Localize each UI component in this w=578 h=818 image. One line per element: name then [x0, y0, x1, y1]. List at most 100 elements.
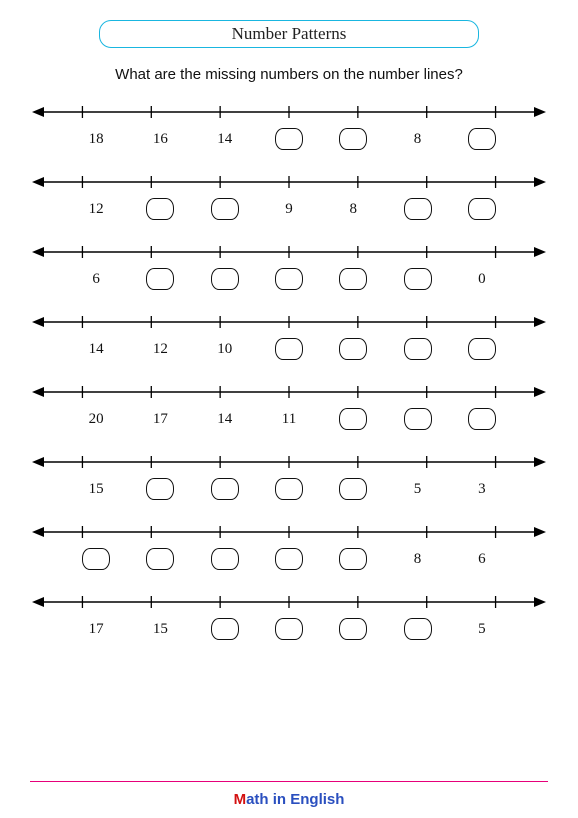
number-line-svg	[32, 171, 546, 193]
number-line-block: 20171411	[32, 381, 546, 433]
blank-cell[interactable]	[321, 405, 385, 433]
number-cell: 18	[64, 125, 128, 153]
answer-blank[interactable]	[275, 478, 303, 500]
blank-cell[interactable]	[128, 265, 192, 293]
answer-blank[interactable]	[82, 548, 110, 570]
blank-cell[interactable]	[257, 335, 321, 363]
blank-cell[interactable]	[321, 125, 385, 153]
blank-cell[interactable]	[193, 195, 257, 223]
answer-blank[interactable]	[275, 548, 303, 570]
number-cell: 11	[257, 405, 321, 433]
number-cell: 17	[64, 615, 128, 643]
number-cell: 15	[128, 615, 192, 643]
answer-blank[interactable]	[468, 198, 496, 220]
blank-cell[interactable]	[450, 125, 514, 153]
blank-cell[interactable]	[193, 545, 257, 573]
answer-blank[interactable]	[275, 268, 303, 290]
answer-blank[interactable]	[404, 408, 432, 430]
blank-cell[interactable]	[385, 405, 449, 433]
answer-blank[interactable]	[339, 408, 367, 430]
blank-cell[interactable]	[257, 125, 321, 153]
number-line-block: 60	[32, 241, 546, 293]
blank-cell[interactable]	[193, 615, 257, 643]
blank-cell[interactable]	[257, 545, 321, 573]
answer-blank[interactable]	[339, 128, 367, 150]
number-cell: 9	[257, 195, 321, 223]
answer-blank[interactable]	[404, 338, 432, 360]
blank-cell[interactable]	[450, 195, 514, 223]
number-cell: 8	[385, 545, 449, 573]
number-cell: 14	[64, 335, 128, 363]
blank-cell[interactable]	[385, 335, 449, 363]
number-cell: 14	[193, 405, 257, 433]
answer-blank[interactable]	[146, 198, 174, 220]
number-line-svg	[32, 241, 546, 263]
answer-blank[interactable]	[339, 268, 367, 290]
number-line-block: 86	[32, 521, 546, 573]
blank-cell[interactable]	[128, 545, 192, 573]
blank-cell[interactable]	[193, 475, 257, 503]
blank-cell[interactable]	[385, 265, 449, 293]
number-cell: 12	[64, 195, 128, 223]
number-cell: 3	[450, 475, 514, 503]
answer-blank[interactable]	[404, 268, 432, 290]
question-text: What are the missing numbers on the numb…	[30, 66, 548, 83]
number-line-cells: 1553	[32, 475, 546, 503]
answer-blank[interactable]	[404, 198, 432, 220]
number-line-svg	[32, 451, 546, 473]
number-cell: 12	[128, 335, 192, 363]
answer-blank[interactable]	[146, 548, 174, 570]
answer-blank[interactable]	[339, 478, 367, 500]
number-cell: 5	[385, 475, 449, 503]
number-line-cells: 1816148	[32, 125, 546, 153]
answer-blank[interactable]	[339, 338, 367, 360]
blank-cell[interactable]	[128, 195, 192, 223]
blank-cell[interactable]	[385, 195, 449, 223]
blank-cell[interactable]	[321, 545, 385, 573]
number-cell: 10	[193, 335, 257, 363]
blank-cell[interactable]	[128, 475, 192, 503]
footer-rest: ath in English	[246, 791, 344, 808]
number-line-cells: 1298	[32, 195, 546, 223]
number-line-cells: 86	[32, 545, 546, 573]
answer-blank[interactable]	[211, 198, 239, 220]
answer-blank[interactable]	[211, 478, 239, 500]
blank-cell[interactable]	[257, 615, 321, 643]
answer-blank[interactable]	[146, 268, 174, 290]
answer-blank[interactable]	[468, 408, 496, 430]
answer-blank[interactable]	[275, 338, 303, 360]
blank-cell[interactable]	[64, 545, 128, 573]
answer-blank[interactable]	[468, 338, 496, 360]
answer-blank[interactable]	[468, 128, 496, 150]
blank-cell[interactable]	[257, 265, 321, 293]
blank-cell[interactable]	[321, 475, 385, 503]
number-cell: 20	[64, 405, 128, 433]
answer-blank[interactable]	[211, 618, 239, 640]
number-line-cells: 20171411	[32, 405, 546, 433]
number-line-cells: 17155	[32, 615, 546, 643]
answer-blank[interactable]	[404, 618, 432, 640]
blank-cell[interactable]	[450, 405, 514, 433]
footer: Math in English	[0, 791, 578, 808]
blank-cell[interactable]	[257, 475, 321, 503]
blank-cell[interactable]	[321, 615, 385, 643]
answer-blank[interactable]	[211, 548, 239, 570]
number-line-svg	[32, 311, 546, 333]
answer-blank[interactable]	[339, 618, 367, 640]
title-box: Number Patterns	[99, 20, 479, 48]
answer-blank[interactable]	[339, 548, 367, 570]
number-line-cells: 60	[32, 265, 546, 293]
blank-cell[interactable]	[321, 265, 385, 293]
blank-cell[interactable]	[193, 265, 257, 293]
answer-blank[interactable]	[146, 478, 174, 500]
answer-blank[interactable]	[211, 268, 239, 290]
blank-cell[interactable]	[321, 335, 385, 363]
worksheet-page: Number Patterns What are the missing num…	[0, 0, 578, 818]
number-line-svg	[32, 101, 546, 123]
number-cell: 6	[450, 545, 514, 573]
answer-blank[interactable]	[275, 618, 303, 640]
blank-cell[interactable]	[385, 615, 449, 643]
answer-blank[interactable]	[275, 128, 303, 150]
number-line-svg	[32, 591, 546, 613]
blank-cell[interactable]	[450, 335, 514, 363]
